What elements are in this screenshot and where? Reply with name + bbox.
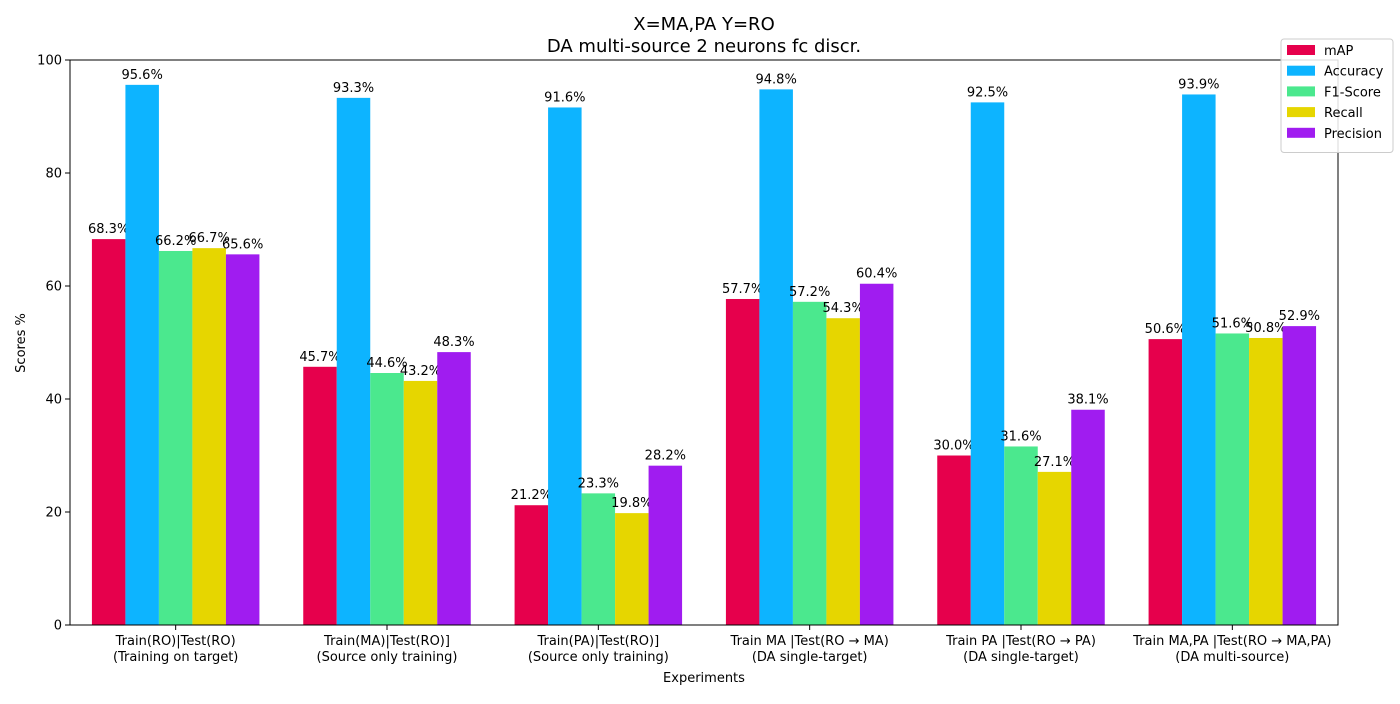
x-tick-label: (DA multi-source) [1175, 650, 1289, 665]
bar-accuracy-3 [759, 89, 793, 625]
bar-precision-2 [648, 465, 683, 625]
bar-precision-5 [1282, 326, 1317, 625]
data-label: 38.1% [1067, 393, 1108, 408]
data-label: 93.3% [333, 81, 374, 96]
data-label: 57.7% [722, 282, 763, 297]
bar-map-5 [1148, 339, 1183, 625]
bar-recall-5 [1249, 337, 1283, 625]
bar-map-4 [937, 455, 971, 625]
data-label: 43.2% [400, 364, 441, 379]
bar-f1-score-4 [1004, 446, 1038, 625]
x-tick-label: (DA single-target) [963, 650, 1079, 665]
plot-frame [69, 59, 1339, 626]
bar-map-3 [725, 298, 760, 625]
bar-recall-3 [826, 318, 860, 625]
bar-accuracy-1 [336, 97, 371, 626]
y-tick-label: 80 [45, 167, 62, 182]
data-label: 50.8% [1245, 321, 1286, 336]
x-tick-label: Train(MA)|Test(RO)] [323, 634, 450, 649]
data-label: 51.6% [1212, 316, 1253, 331]
bar-accuracy-0 [125, 84, 159, 626]
x-axis-label: Experiments [663, 671, 745, 686]
chart-title: X=MA,PA Y=RO [633, 14, 774, 35]
data-label: 68.3% [88, 222, 129, 237]
bar-f1-score-1 [370, 373, 404, 625]
bar-accuracy-4 [970, 102, 1005, 626]
data-label: 28.2% [645, 449, 686, 464]
legend-swatch [1287, 86, 1315, 97]
bar-precision-3 [859, 283, 894, 625]
bar-map-2 [514, 505, 549, 625]
bar-f1-score-5 [1215, 333, 1250, 625]
bar-f1-score-3 [792, 301, 827, 625]
x-tick-label: (Training on target) [113, 650, 238, 665]
legend-swatch [1287, 45, 1315, 55]
x-tick-label: Train MA |Test(RO → MA) [730, 634, 889, 649]
data-label: 45.7% [299, 350, 340, 365]
legend-swatch [1287, 107, 1315, 118]
data-label: 66.2% [155, 234, 196, 249]
data-label: 23.3% [578, 476, 619, 491]
data-label: 66.7% [189, 231, 230, 246]
data-label: 27.1% [1034, 455, 1075, 470]
legend: mAP Accuracy F1-Score Recall Precision [1280, 38, 1394, 153]
y-tick-label: 40 [45, 393, 62, 408]
bar-f1-score-2 [581, 493, 616, 625]
y-tick-label: 60 [45, 280, 62, 295]
data-label: 60.4% [856, 267, 897, 282]
bar-map-0 [91, 239, 126, 626]
bar-accuracy-2 [548, 107, 582, 625]
x-tick-label: Train PA |Test(RO → PA) [945, 634, 1096, 649]
data-label: 57.2% [789, 285, 830, 300]
x-tick-label: (DA single-target) [752, 650, 868, 665]
legend-swatch [1287, 65, 1315, 76]
data-label: 93.9% [1178, 77, 1219, 92]
bar-recall-4 [1037, 471, 1072, 625]
data-label: 65.6% [222, 237, 263, 252]
bar-map-1 [303, 366, 337, 625]
bar-precision-4 [1071, 409, 1105, 625]
bar-precision-1 [437, 352, 471, 625]
x-tick-label: Train(RO)|Test(RO) [115, 634, 236, 649]
data-label: 21.2% [511, 488, 552, 503]
bar-recall-1 [403, 380, 438, 625]
bar-f1-score-0 [158, 250, 193, 625]
x-tick-label: Train MA,PA |Test(RO → MA,PA) [1132, 634, 1331, 649]
legend-label: Accuracy [1324, 65, 1384, 80]
legend-label: Precision [1324, 127, 1382, 142]
data-label: 44.6% [366, 356, 407, 371]
data-label: 19.8% [611, 496, 652, 511]
data-label: 91.6% [544, 90, 585, 105]
legend-label: F1-Score [1324, 85, 1381, 100]
data-label: 95.6% [122, 68, 163, 83]
legend-label: mAP [1324, 44, 1354, 59]
bar-accuracy-5 [1182, 94, 1216, 625]
data-label: 50.6% [1145, 322, 1186, 337]
x-tick-label: Train(PA)|Test(RO)] [536, 634, 659, 649]
chart-subtitle: DA multi-source 2 neurons fc discr. [547, 36, 861, 57]
bar-recall-0 [192, 248, 226, 625]
y-axis-label: Scores % [14, 313, 29, 373]
y-tick-label: 20 [45, 506, 62, 521]
x-tick-label: (Source only training) [317, 650, 458, 665]
data-label: 48.3% [433, 335, 474, 350]
data-label: 94.8% [756, 72, 797, 87]
x-tick-label: (Source only training) [528, 650, 669, 665]
bar-recall-2 [615, 513, 649, 625]
y-tick-label: 100 [37, 54, 62, 69]
legend-label: Recall [1324, 106, 1363, 121]
legend-swatch [1287, 127, 1315, 138]
y-tick-label: 0 [54, 619, 62, 634]
data-label: 30.0% [933, 439, 974, 454]
data-label: 52.9% [1279, 309, 1320, 324]
data-label: 92.5% [967, 85, 1008, 100]
data-label: 31.6% [1000, 429, 1041, 444]
bar-precision-0 [225, 254, 260, 626]
plot-area: 68.3% 45.7% 21.2% 57.7% 30.0% 50.6% 95.6% 93.3%… [37, 54, 1339, 665]
data-label: 54.3% [823, 301, 864, 316]
